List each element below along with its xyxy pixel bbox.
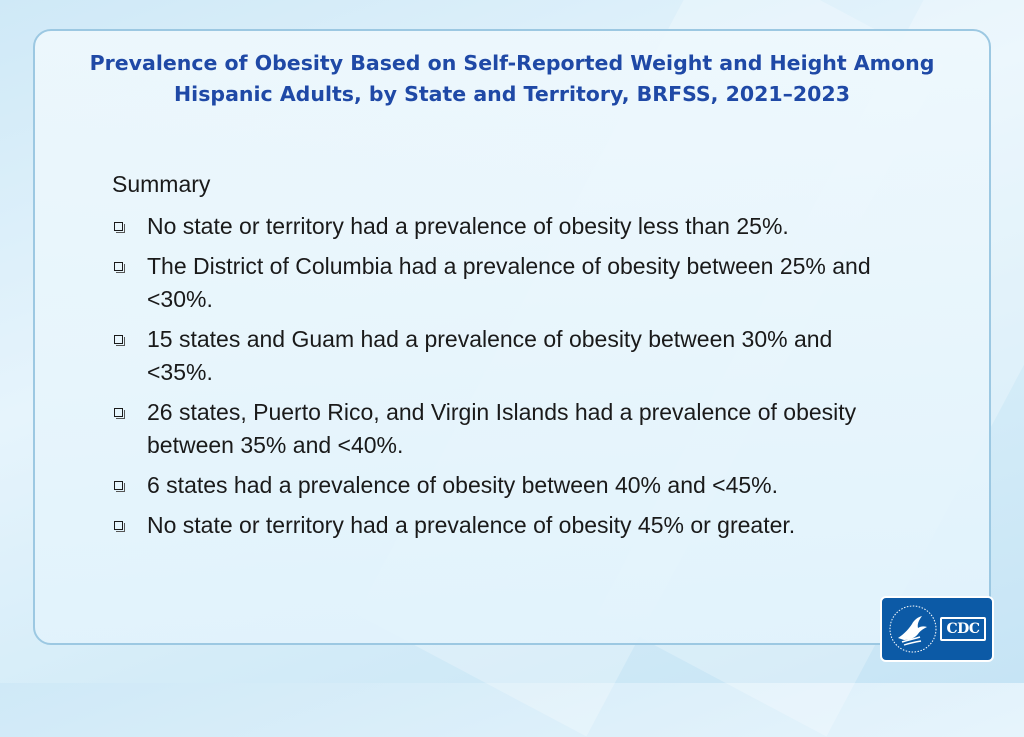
cdc-wordmark: CDC xyxy=(946,621,980,637)
square-bullet-icon xyxy=(114,222,125,233)
bullet-text: 6 states had a prevalence of obesity bet… xyxy=(147,472,779,498)
title-line-2: Hispanic Adults, by State and Territory,… xyxy=(174,82,850,106)
list-item: No state or territory had a prevalence o… xyxy=(112,509,872,542)
cdc-logo: CDC xyxy=(880,596,994,662)
cdc-wordmark-box: CDC xyxy=(940,617,986,641)
square-bullet-icon xyxy=(114,335,125,346)
bullet-text: 26 states, Puerto Rico, and Virgin Islan… xyxy=(147,399,857,458)
hhs-eagle-seal-icon xyxy=(889,605,937,653)
bullet-text: No state or territory had a prevalence o… xyxy=(147,512,796,538)
summary-heading: Summary xyxy=(112,171,211,197)
square-bullet-icon xyxy=(114,408,125,419)
slide-panel xyxy=(33,29,991,645)
bullet-text: 15 states and Guam had a prevalence of o… xyxy=(147,326,833,385)
list-item: The District of Columbia had a prevalenc… xyxy=(112,250,872,316)
square-bullet-icon xyxy=(114,262,125,273)
bullet-text: No state or territory had a prevalence o… xyxy=(147,213,789,239)
list-item: No state or territory had a prevalence o… xyxy=(112,210,872,243)
page-title: Prevalence of Obesity Based on Self-Repo… xyxy=(0,48,1024,110)
list-item: 6 states had a prevalence of obesity bet… xyxy=(112,469,872,502)
bullet-text: The District of Columbia had a prevalenc… xyxy=(147,253,871,312)
summary-bullet-list: No state or territory had a prevalence o… xyxy=(112,210,872,549)
list-item: 26 states, Puerto Rico, and Virgin Islan… xyxy=(112,396,872,462)
square-bullet-icon xyxy=(114,521,125,532)
title-line-1: Prevalence of Obesity Based on Self-Repo… xyxy=(89,51,935,75)
square-bullet-icon xyxy=(114,481,125,492)
list-item: 15 states and Guam had a prevalence of o… xyxy=(112,323,872,389)
